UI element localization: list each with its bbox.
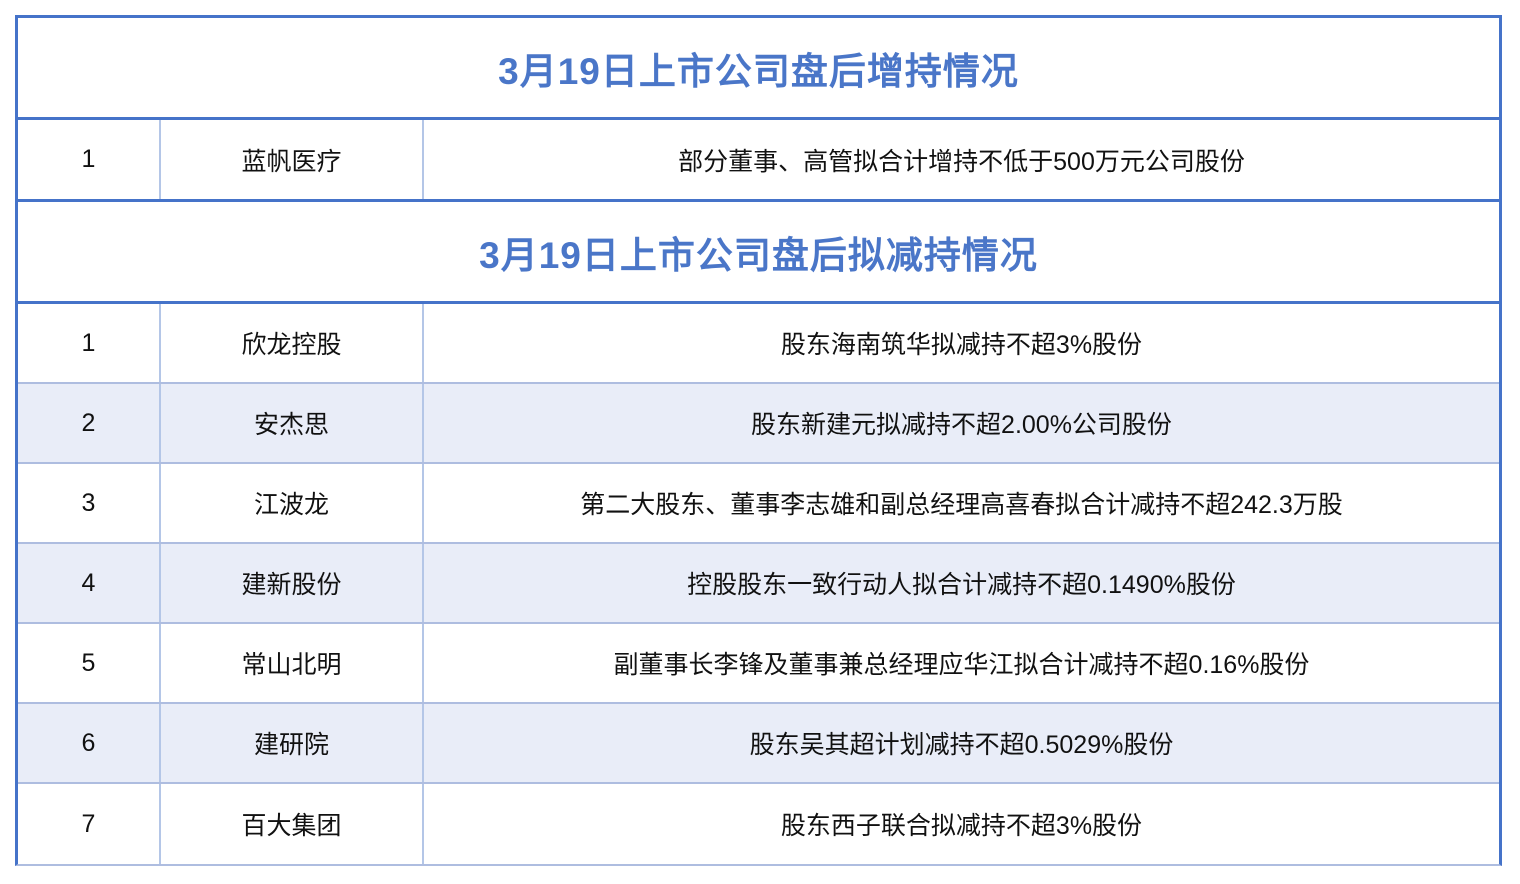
announcement-detail: 部分董事、高管拟合计增持不低于500万元公司股份 xyxy=(678,147,1245,176)
row-index: 2 xyxy=(18,384,161,462)
announcement-detail: 股东海南筑华拟减持不超3%股份 xyxy=(780,331,1143,359)
company-name: 常山北明 xyxy=(161,624,424,702)
decrease-section-title: 3月19日上市公司盘后拟减持情况 xyxy=(479,234,1038,276)
holdings-table: 3月19日上市公司盘后增持情况 1 蓝帆医疗 部分董事、高管拟合计增持不低于50… xyxy=(15,15,1502,866)
company-name: 安杰思 xyxy=(161,384,424,462)
table-row: 1 欣龙控股 股东海南筑华拟减持不超3%股份 xyxy=(18,304,1499,384)
company-name: 蓝帆医疗 xyxy=(161,120,424,199)
increase-section-header: 3月19日上市公司盘后增持情况 xyxy=(18,18,1499,120)
company-name: 建研院 xyxy=(161,704,424,782)
announcement-detail: 副董事长李锋及董事兼总经理应华江拟合计减持不超0.16%股份 xyxy=(613,651,1310,679)
row-index: 3 xyxy=(18,464,161,542)
table-row: 4 建新股份 控股股东一致行动人拟合计减持不超0.1490%股份 xyxy=(18,544,1499,624)
announcement-detail: 股东吴其超计划减持不超0.5029%股份 xyxy=(749,731,1174,759)
table-row: 3 江波龙 第二大股东、董事李志雄和副总经理高喜春拟合计减持不超242.3万股 xyxy=(18,464,1499,544)
table-row: 6 建研院 股东吴其超计划减持不超0.5029%股份 xyxy=(18,704,1499,784)
announcement-detail: 第二大股东、董事李志雄和副总经理高喜春拟合计减持不超242.3万股 xyxy=(580,491,1343,519)
company-name: 江波龙 xyxy=(161,464,424,542)
announcement-detail: 股东西子联合拟减持不超3%股份 xyxy=(780,812,1143,840)
announcement-detail: 股东新建元拟减持不超2.00%公司股份 xyxy=(751,411,1172,439)
row-index: 6 xyxy=(18,704,161,782)
table-row: 2 安杰思 股东新建元拟减持不超2.00%公司股份 xyxy=(18,384,1499,464)
row-index: 4 xyxy=(18,544,161,622)
row-index: 5 xyxy=(18,624,161,702)
company-name: 欣龙控股 xyxy=(161,304,424,382)
table-row: 7 百大集团 股东西子联合拟减持不超3%股份 xyxy=(18,784,1499,864)
table-row: 5 常山北明 副董事长李锋及董事兼总经理应华江拟合计减持不超0.16%股份 xyxy=(18,624,1499,704)
table-row: 1 蓝帆医疗 部分董事、高管拟合计增持不低于500万元公司股份 xyxy=(18,120,1499,202)
decrease-section-header: 3月19日上市公司盘后拟减持情况 xyxy=(18,202,1499,304)
row-index: 1 xyxy=(18,304,161,382)
row-index: 1 xyxy=(18,120,161,199)
company-name: 百大集团 xyxy=(161,784,424,864)
row-index: 7 xyxy=(18,784,161,864)
company-name: 建新股份 xyxy=(161,544,424,622)
announcement-detail: 控股股东一致行动人拟合计减持不超0.1490%股份 xyxy=(687,571,1236,599)
increase-section-title: 3月19日上市公司盘后增持情况 xyxy=(498,50,1019,92)
